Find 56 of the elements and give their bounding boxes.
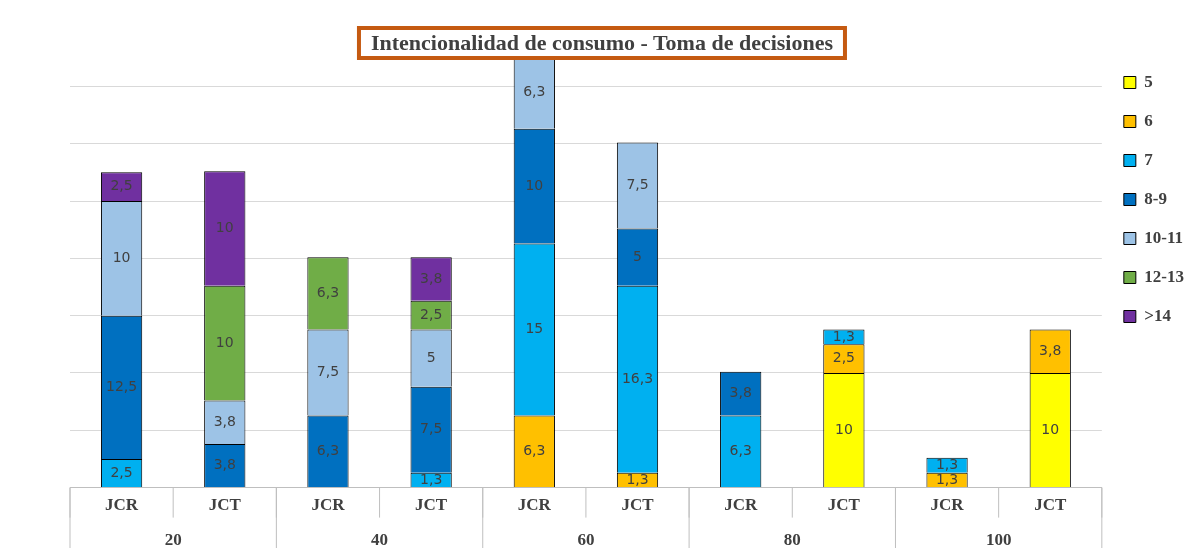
data-label: 1,3: [832, 327, 856, 344]
data-label: 10: [215, 219, 234, 236]
data-label: 12,5: [106, 377, 138, 394]
x-tick-label: JCR: [930, 495, 965, 515]
data-label: 2,5: [420, 305, 443, 322]
text: 100: [985, 529, 1012, 548]
data-label: 3,8: [213, 412, 236, 429]
legend-label: 8-9: [1144, 188, 1168, 208]
x-tick-label: JCR: [311, 495, 346, 515]
data-label: 6,3: [316, 441, 340, 458]
data-label: 1,3: [935, 470, 959, 487]
text: 80: [783, 529, 801, 548]
x-tick-label: JCT: [621, 495, 655, 515]
data-label: 10: [525, 176, 544, 193]
data-label: 10: [112, 248, 131, 265]
text: 40: [371, 529, 389, 548]
data-label: 7,5: [420, 420, 443, 437]
text: 60: [577, 529, 595, 548]
data-label: 15: [525, 320, 544, 337]
data-label: 10: [1041, 420, 1060, 437]
text: 20: [164, 529, 182, 548]
legend-label: 5: [1144, 71, 1153, 91]
legend-label: 10-11: [1144, 227, 1184, 247]
data-label: 1,3: [420, 470, 443, 487]
legend-label: 12-13: [1144, 266, 1185, 286]
data-label: 1,3: [935, 455, 959, 472]
x-tick-label: JCT: [208, 495, 242, 515]
x-tick-label: JCT: [827, 495, 861, 515]
data-label: 3,8: [213, 456, 236, 473]
chart-title: Intencionalidad de consumo - Toma de decisiones: [356, 26, 848, 60]
data-label: 5: [633, 247, 642, 264]
legend-label: >14: [1144, 305, 1172, 325]
data-label: 10: [834, 420, 853, 437]
data-label: 7,5: [626, 176, 649, 193]
data-label: 2,5: [110, 463, 133, 480]
data-label: 2,5: [832, 349, 856, 366]
legend-label: 6: [1144, 110, 1153, 130]
data-label: 6,3: [729, 441, 752, 458]
data-label: 6,3: [523, 441, 546, 458]
data-label: 2,5: [110, 177, 133, 194]
x-tick-label: JCT: [415, 495, 448, 515]
x-tick-label: JCR: [105, 495, 139, 515]
data-label: 5: [426, 348, 436, 365]
data-label: 3,8: [729, 384, 752, 401]
data-label: 3,8: [420, 269, 443, 286]
data-label: 6,3: [523, 83, 546, 100]
data-label: 16,3: [621, 369, 654, 386]
data-label: 7,5: [316, 363, 340, 380]
data-label: 6,3: [316, 283, 340, 300]
data-label: 1,3: [626, 470, 649, 487]
x-tick-label: JCR: [517, 495, 552, 515]
x-tick-label: JCR: [724, 495, 758, 515]
data-label: 3,8: [1039, 341, 1062, 358]
x-tick-label: JCT: [1034, 495, 1067, 515]
data-label: 10: [215, 333, 234, 350]
legend-label: 7: [1144, 149, 1154, 169]
